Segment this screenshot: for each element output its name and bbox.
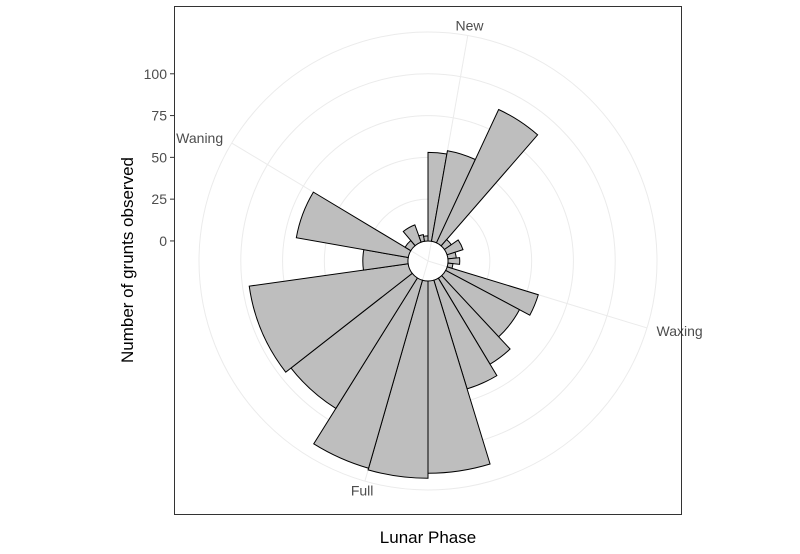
bars: [248, 108, 539, 479]
panel-border: [174, 6, 682, 515]
bar: [418, 234, 426, 243]
y-axis-title: Number of grunts observed: [118, 157, 137, 363]
y-tick-label: 0: [159, 233, 167, 249]
bar: [367, 279, 429, 479]
y-tick-label: 25: [151, 191, 167, 207]
grid-circle-outer: [198, 31, 658, 491]
bar: [423, 235, 429, 242]
x-axis-title: Lunar Phase: [380, 528, 476, 547]
bar: [295, 191, 412, 259]
bar: [443, 239, 464, 256]
bar: [248, 263, 413, 373]
bar: [447, 257, 461, 265]
angular-labels: New Waxing Full Waning: [176, 18, 703, 499]
radial-axis: 0 25 50 75 100: [144, 66, 174, 249]
bar: [445, 266, 539, 316]
angular-label: Full: [351, 483, 374, 499]
y-tick-label: 75: [151, 108, 167, 124]
bar: [435, 108, 539, 247]
angular-label: Waning: [176, 130, 223, 146]
y-tick-label: 50: [151, 149, 167, 165]
angular-label: Waxing: [657, 323, 703, 339]
bar: [313, 277, 424, 469]
y-tick-label: 100: [144, 66, 168, 82]
angular-label: New: [455, 18, 484, 34]
bar: [402, 224, 422, 247]
